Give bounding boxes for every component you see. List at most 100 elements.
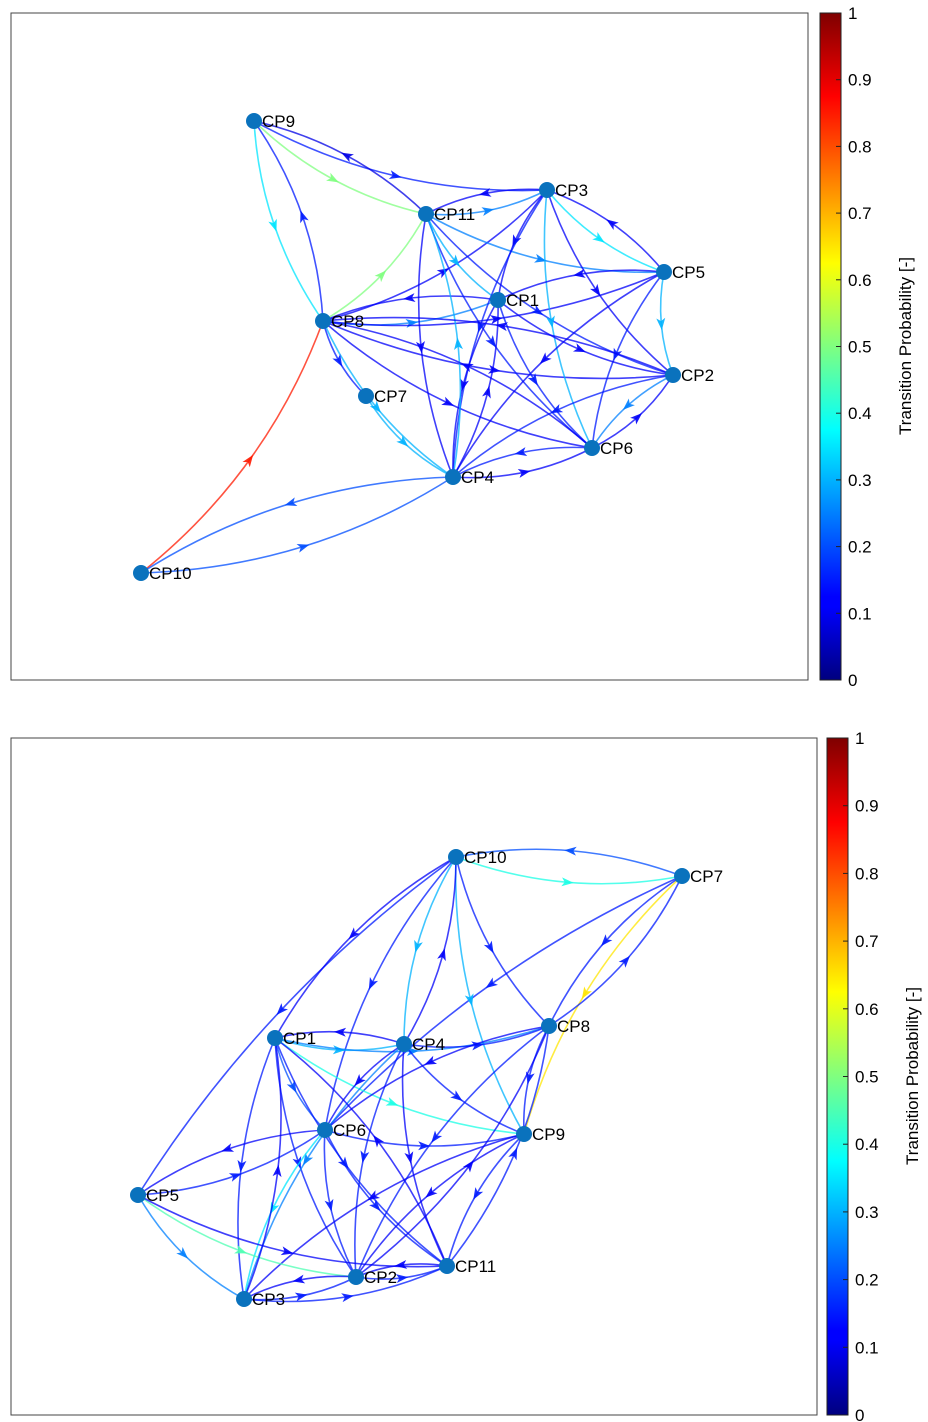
graph-panel-top: CP1 CP2 CP3 CP4 CP5 CP6 CP7 CP8 CP9 CP10 CP11 (10, 12, 809, 681)
edge-arrow-CP11-to-CP1 (448, 254, 460, 267)
edge-arrow-CP4-to-CP3 (302, 1152, 314, 1166)
node-label-CP9: CP9 (532, 1125, 565, 1144)
edge-arrow-CP7-to-CP8 (601, 934, 613, 947)
edge-arrow-CP11-to-CP6 (485, 335, 497, 348)
colorbar-ticks-bottom: 0 0.1 0.2 0.3 0.4 0.5 0.6 0.7 0.8 0.9 1 (843, 729, 879, 1422)
edge-arrow-CP7-to-CP4 (396, 435, 409, 447)
colorbar-tick-label: 1 (855, 729, 864, 748)
node-CP6 (584, 440, 600, 456)
colorbar-tick-label: 0.2 (855, 1271, 879, 1290)
node-label-CP10: CP10 (149, 564, 192, 583)
edge-arrow-CP5-to-CP3 (606, 219, 619, 230)
colorbar-title-top: Transition Probability [-] (896, 257, 915, 435)
edge-arrow-CP7-to-CP9 (581, 986, 592, 1000)
edge-arrow-CP5-to-CP11 (280, 1246, 294, 1256)
colorbar-tick-label: 0.1 (855, 1338, 879, 1357)
node-label-CP8: CP8 (557, 1017, 590, 1036)
node-layer-top: CP1 CP2 CP3 CP4 CP5 CP6 CP7 CP8 CP9 CP10 CP11 (133, 112, 714, 583)
edge-arrow-CP4-to-CP11 (404, 1151, 414, 1164)
node-CP7 (674, 868, 690, 884)
edge-arrow-CP4-to-CP10 (437, 948, 446, 962)
edge-arrow-CP1-to-CP8 (403, 293, 416, 303)
node-label-CP1: CP1 (283, 1029, 316, 1048)
edge-arrow-CP1-to-CP9 (385, 1097, 399, 1106)
edge-arrow-CP4-to-CP1 (482, 385, 491, 399)
edge-arrow-CP3-to-CP2 (589, 283, 601, 297)
node-label-CP8: CP8 (331, 312, 364, 331)
edge-arrow-CP10-to-CP8 (483, 940, 494, 954)
node-CP11 (418, 206, 434, 222)
node-CP7 (358, 388, 374, 404)
edge-arrow-CP2-to-CP8 (495, 322, 509, 332)
node-CP4 (445, 469, 461, 485)
colorbar-tick-label: 0.9 (855, 797, 879, 816)
colorbar-ticks-top: 0 0.1 0.2 0.3 0.4 0.5 0.6 0.7 0.8 0.9 1 (836, 4, 872, 690)
node-label-CP7: CP7 (374, 387, 407, 406)
node-CP5 (656, 264, 672, 280)
edge-arrow-CP6-to-CP5 (221, 1143, 235, 1152)
node-CP8 (315, 313, 331, 329)
node-label-CP10: CP10 (464, 848, 507, 867)
colorbar-tick-label: 0.6 (855, 1000, 879, 1019)
edge-arrow-CP5-to-CP2 (656, 317, 666, 331)
edge-arrow-CP4-to-CP11 (454, 337, 463, 351)
edge-arrow-CP8-to-CP7 (332, 354, 343, 367)
edge-arrow-CP11-to-CP5 (534, 253, 547, 263)
edge-arrow-CP5-to-CP6 (228, 1173, 242, 1182)
edge-arrow-CP3-to-CP11 (341, 1293, 354, 1303)
node-CP3 (539, 182, 555, 198)
edge-arrow-CP3-to-CP2 (294, 1292, 308, 1302)
edge-arrow-CP8-to-CP6 (424, 1055, 438, 1065)
edge-arrow-CP5-to-CP2 (234, 1244, 247, 1254)
edge-arrow-CP7-to-CP10 (564, 846, 577, 856)
node-CP9 (246, 113, 262, 129)
edge-arrow-CP6-to-CP11 (369, 1199, 381, 1212)
node-CP2 (348, 1269, 364, 1285)
node-CP10 (133, 565, 149, 581)
colorbar-tick-label: 0.9 (848, 71, 872, 90)
node-label-CP9: CP9 (262, 112, 295, 131)
node-label-CP4: CP4 (412, 1035, 445, 1054)
edge-arrow-CP1-to-CP2 (292, 1156, 302, 1169)
colorbar-tick-label: 0.6 (848, 271, 872, 290)
node-label-CP5: CP5 (146, 1186, 179, 1205)
edge-arrow-CP5-to-CP4 (539, 352, 552, 364)
edge-arrow-CP4-to-CP6 (354, 1074, 366, 1086)
node-CP3 (236, 1291, 252, 1307)
node-label-CP6: CP6 (333, 1121, 366, 1140)
node-label-CP2: CP2 (364, 1268, 397, 1287)
edge-arrow-CP9-to-CP8 (268, 218, 277, 232)
edge-arrow-CP4-to-CP1 (333, 1027, 347, 1037)
node-CP1 (490, 292, 506, 308)
node-CP8 (541, 1018, 557, 1034)
edge-arrow-CP1-to-CP4 (332, 1045, 346, 1055)
edge-arrow-CP4-to-CP10 (284, 497, 298, 507)
edge-arrow-CP10-to-CP7 (561, 877, 574, 887)
colorbar-tick-label: 0.2 (848, 538, 872, 557)
edge-arrow-CP1-to-CP3 (237, 1159, 247, 1173)
graph-panel-bottom: CP1 CP2 CP3 CP4 CP5 CP6 CP7 CP8 CP9 CP10 CP11 (10, 737, 818, 1416)
edge-arrow-CP6-to-CP2 (324, 1198, 334, 1212)
node-label-CP5: CP5 (672, 263, 705, 282)
edge-arrow-CP2-to-CP4 (550, 403, 564, 414)
edge-arrow-CP8-to-CP4 (369, 400, 381, 413)
node-label-CP2: CP2 (681, 366, 714, 385)
colorbar-title-bottom: Transition Probability [-] (903, 987, 922, 1165)
edge-arrow-CP6-to-CP2 (630, 413, 643, 425)
edge-arrow-CP8-to-CP9 (525, 1071, 535, 1085)
edge-arrow-CP7-to-CP6 (485, 977, 498, 989)
colorbar-tick-label: 1 (848, 4, 857, 23)
node-label-CP6: CP6 (600, 439, 633, 458)
edge-arrow-CP5-to-CP3 (176, 1247, 189, 1259)
edge-arrow-CP10-to-CP6 (368, 976, 379, 990)
edge-arrow-CP2-to-CP6 (622, 398, 635, 410)
node-label-CP1: CP1 (506, 291, 539, 310)
colorbar-tick-label: 0.3 (848, 471, 872, 490)
colorbar-tick-label: 0.7 (848, 204, 872, 223)
edge-arrow-CP5-to-CP1 (573, 268, 586, 278)
edge-arrow-CP4-to-CP2 (360, 1150, 370, 1164)
colorbar-tick-label: 0.8 (855, 864, 879, 883)
edge-arrow-CP1-to-CP6 (286, 1080, 297, 1093)
edge-arrow-CP6-to-CP9 (418, 1141, 431, 1151)
